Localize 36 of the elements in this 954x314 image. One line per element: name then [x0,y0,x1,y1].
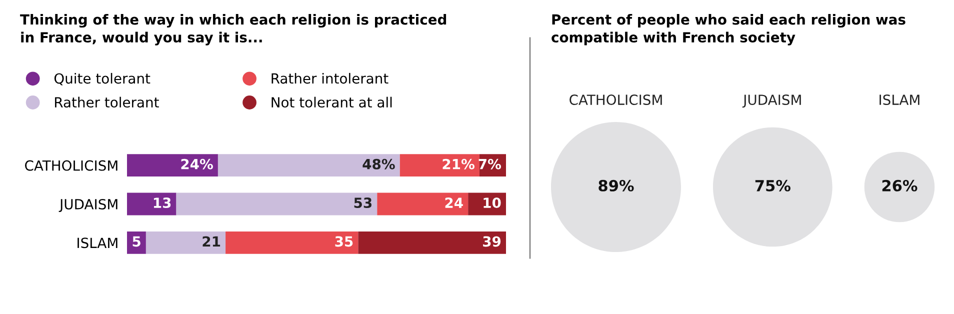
bar [176,192,378,216]
bar [218,154,400,177]
data-label: 89% [598,180,634,192]
y-tick-label: JUDAISM [58,198,118,212]
y-tick-label: CATHOLICISM [25,160,118,171]
data-label: 35 [335,236,353,247]
category-label: JUDAISM [742,94,801,108]
data-label: 21% [442,158,474,170]
data-label: 53 [354,198,372,208]
legend-label: Not tolerant at all [272,96,392,108]
legend-label: Rather tolerant [55,96,159,108]
chart-title: Thinking of the way in which each religion is practiced in France, would you say it is... [20,14,446,46]
data-label: 75% [755,180,790,192]
data-label: 39 [483,236,501,247]
bar [377,192,468,216]
bar [146,231,226,254]
y-tick-label: ISLAM [78,238,118,248]
data-label: 26% [882,180,918,192]
data-label: 13 [154,198,171,208]
bar [127,154,218,177]
category-label: ISLAM [880,94,920,106]
data-label: 24 [445,198,463,208]
legend-label: Rather intolerant [272,72,388,84]
bar [358,231,506,254]
data-label: 10 [484,198,501,208]
bar [400,154,480,177]
bar [127,192,176,216]
legend-label: Quite tolerant [54,72,150,86]
bar [226,231,358,254]
data-label: 5 [132,236,140,247]
data-label: 21 [202,236,220,246]
data-label: 24% [181,158,213,170]
data-label: 7% [478,158,502,170]
text: Percent of people who said each religion was compatible with French society [552,14,906,46]
data-label: 48% [362,158,395,170]
category-label: CATHOLICISM [570,94,662,106]
